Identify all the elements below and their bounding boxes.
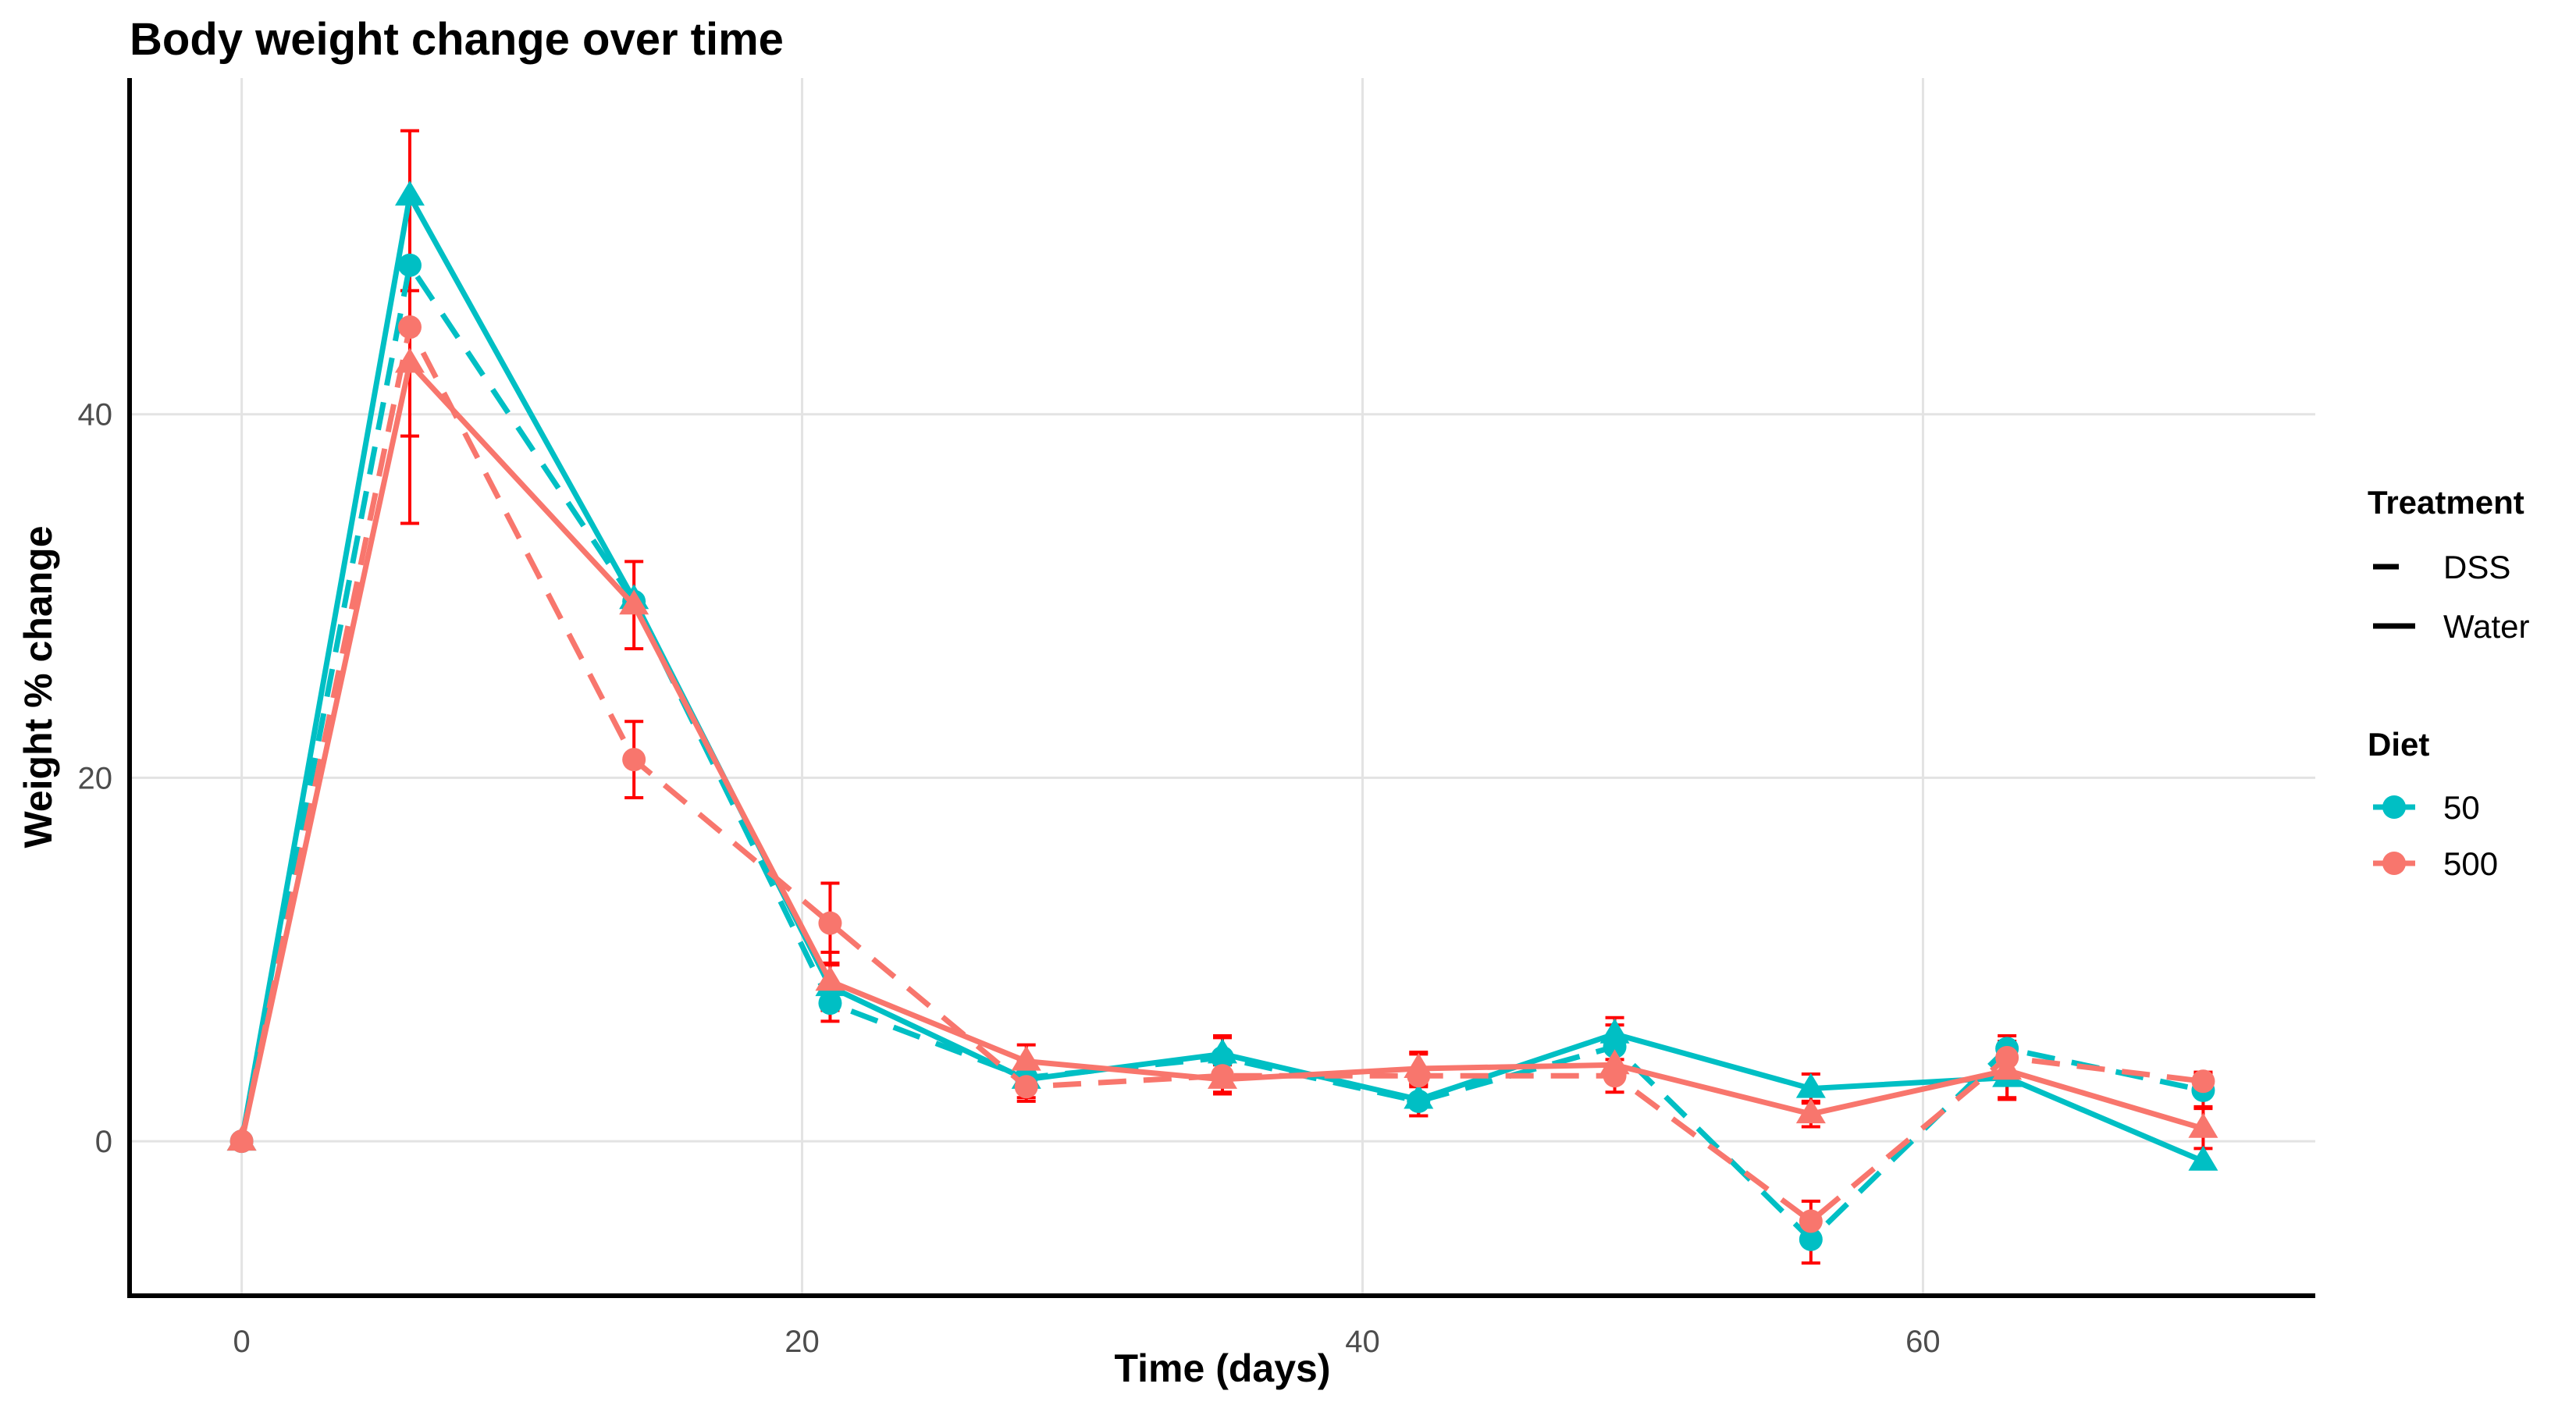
y-tick-label: 20 xyxy=(78,761,113,795)
data-point xyxy=(1599,1018,1630,1044)
data-point xyxy=(397,253,422,277)
legend-label-dss: DSS xyxy=(2443,549,2510,585)
x-tick-label: 60 xyxy=(1905,1325,1941,1359)
data-point xyxy=(1795,1098,1826,1124)
legend-key-point-500 xyxy=(2382,852,2406,875)
x-axis-title: Time (days) xyxy=(1115,1346,1331,1390)
data-point xyxy=(394,180,425,206)
y-axis-title: Weight % change xyxy=(16,525,60,848)
series-line xyxy=(239,193,2204,1164)
data-point xyxy=(619,589,649,615)
data-point xyxy=(1211,1045,1234,1069)
series-line xyxy=(239,324,2204,1225)
x-tick-label: 20 xyxy=(785,1325,820,1359)
legend-label-500: 500 xyxy=(2443,845,2498,882)
data-point xyxy=(1011,1045,1041,1071)
data-point xyxy=(1799,1227,1823,1251)
series-layer xyxy=(226,180,2218,1251)
data-point xyxy=(1407,1089,1431,1113)
legend-treatment-keys: DSS Water xyxy=(2373,549,2529,645)
legend: Treatment Diet DSS Water 50 500 xyxy=(2368,484,2529,882)
data-point xyxy=(1014,1075,1038,1099)
data-point xyxy=(1407,1064,1431,1088)
legend-label-water: Water xyxy=(2443,608,2529,645)
data-point xyxy=(1603,1064,1627,1088)
data-point xyxy=(397,315,422,339)
grid-layer xyxy=(130,78,2315,1296)
data-point xyxy=(1603,1035,1627,1059)
x-tick-label: 0 xyxy=(233,1325,250,1359)
data-point xyxy=(815,966,845,991)
legend-title-diet: Diet xyxy=(2368,726,2429,763)
data-point xyxy=(1211,1064,1234,1088)
error-bar-layer xyxy=(400,129,2213,1265)
data-point xyxy=(2188,1145,2218,1171)
data-point xyxy=(2191,1069,2215,1094)
y-tick-label: 40 xyxy=(78,398,113,432)
chart-title: Body weight change over time xyxy=(130,14,784,65)
axis-layer: 0 20 40 60 0 20 40 xyxy=(78,78,2315,1359)
data-point xyxy=(1795,1072,1826,1098)
data-point xyxy=(1995,1045,2019,1069)
data-point xyxy=(2188,1112,2218,1138)
series-line xyxy=(239,361,2204,1142)
x-tick-label: 40 xyxy=(1345,1325,1380,1359)
data-point xyxy=(818,911,842,935)
data-point xyxy=(1799,1209,1823,1233)
data-point xyxy=(622,748,646,772)
legend-diet-keys: 50 500 xyxy=(2373,789,2498,882)
y-tick-label: 0 xyxy=(95,1125,112,1159)
legend-key-point-50 xyxy=(2382,795,2406,819)
data-point xyxy=(818,991,842,1016)
data-point xyxy=(229,1129,254,1154)
legend-label-50: 50 xyxy=(2443,789,2480,826)
legend-title-treatment: Treatment xyxy=(2368,484,2524,521)
